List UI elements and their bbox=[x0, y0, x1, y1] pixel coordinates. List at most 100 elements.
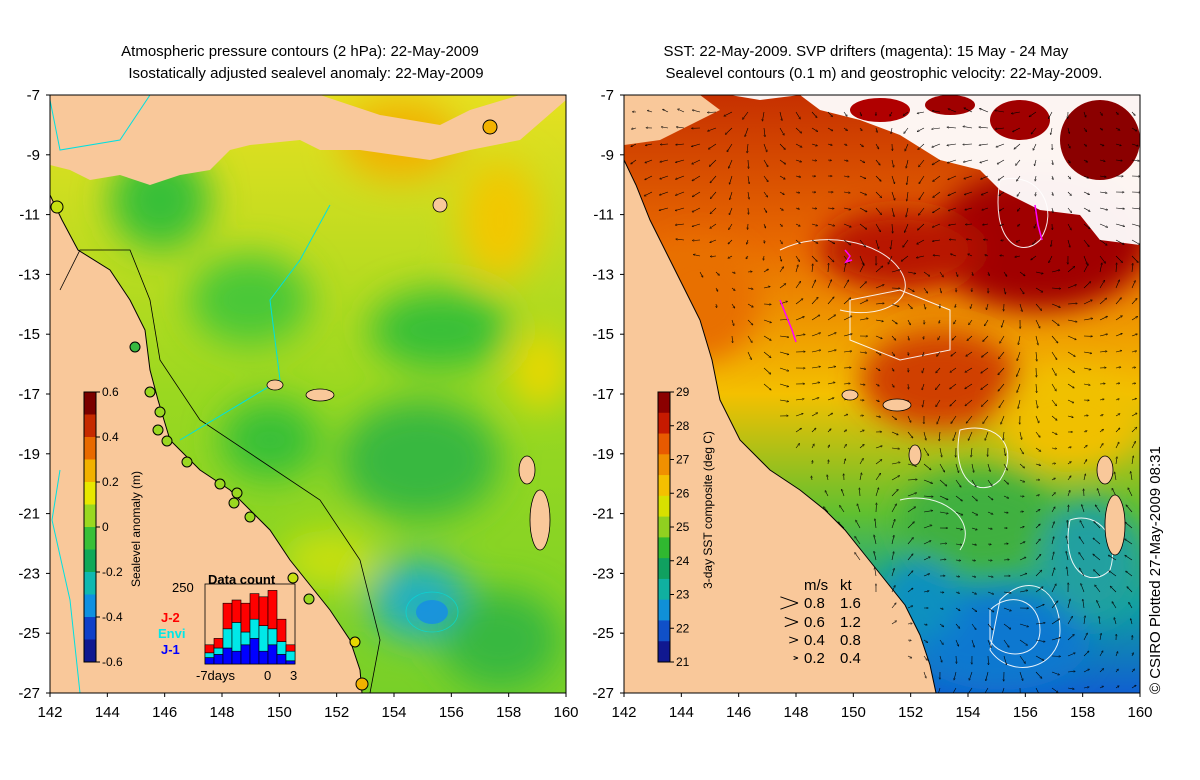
velocity-arrow bbox=[827, 333, 836, 337]
velocity-arrow bbox=[811, 382, 820, 385]
velocity-arrow bbox=[995, 128, 1005, 129]
velocity-arrow bbox=[999, 351, 1005, 359]
velocity-arrow bbox=[710, 239, 717, 242]
velocity-arrow bbox=[1131, 351, 1136, 352]
velocity-arrow bbox=[1016, 239, 1021, 242]
velocity-arrow bbox=[859, 300, 868, 305]
left-y-tick-label: -21 bbox=[18, 506, 40, 523]
velocity-arrow bbox=[984, 687, 989, 693]
velocity-arrow bbox=[998, 175, 1005, 180]
velocity-arrow bbox=[951, 254, 957, 257]
velocity-arrow bbox=[1131, 367, 1135, 368]
velocity-arrow bbox=[1131, 413, 1137, 417]
right-y-tick-label: -19 bbox=[592, 446, 614, 463]
velocity-arrow bbox=[905, 223, 909, 232]
velocity-arrow bbox=[795, 192, 800, 193]
velocity-arrow bbox=[1099, 160, 1105, 161]
velocity-arrow bbox=[891, 569, 894, 577]
velocity-arrow bbox=[891, 415, 896, 420]
speed-legend-arrow bbox=[784, 616, 799, 628]
left-y-tick-label: -13 bbox=[18, 266, 40, 283]
velocity-arrow bbox=[953, 431, 957, 440]
left-colorbar-swatch bbox=[84, 437, 96, 460]
velocity-arrow bbox=[1109, 571, 1117, 577]
velocity-arrow bbox=[1052, 191, 1053, 195]
velocity-arrow bbox=[907, 606, 913, 609]
velocity-arrow bbox=[827, 223, 834, 226]
velocity-arrow bbox=[891, 552, 894, 561]
velocity-arrow bbox=[907, 623, 912, 624]
velocity-arrow bbox=[998, 367, 1005, 375]
velocity-arrow bbox=[1083, 191, 1089, 194]
velocity-arrow bbox=[1067, 127, 1069, 133]
velocity-arrow bbox=[811, 223, 817, 226]
velocity-arrow bbox=[917, 111, 925, 113]
velocity-arrow bbox=[795, 127, 801, 133]
reef-islands bbox=[266, 197, 551, 551]
velocity-arrow bbox=[1067, 476, 1071, 481]
velocity-arrow bbox=[1051, 584, 1056, 593]
velocity-arrow bbox=[939, 463, 944, 472]
right-colorbar-swatch bbox=[658, 454, 670, 476]
left-axes: 142 144 146 148 150 152 154 156 158 160 -7 -9 -11 -13… bbox=[18, 87, 578, 721]
velocity-arrow bbox=[859, 473, 862, 481]
velocity-arrow bbox=[1083, 143, 1086, 146]
left-colorbar-swatch bbox=[84, 459, 96, 483]
velocity-arrow bbox=[811, 297, 818, 305]
velocity-arrow bbox=[1003, 655, 1006, 665]
left-colorbar-swatch bbox=[84, 639, 96, 663]
velocity-arrow bbox=[939, 447, 942, 457]
data-count-bar-envi bbox=[222, 628, 233, 649]
velocity-arrow bbox=[933, 223, 941, 227]
velocity-arrow bbox=[891, 431, 898, 435]
velocity-arrow bbox=[939, 431, 940, 441]
velocity-arrow bbox=[1115, 208, 1124, 209]
velocity-arrow bbox=[1099, 255, 1105, 263]
velocity-arrow bbox=[1094, 570, 1101, 577]
velocity-arrow bbox=[971, 463, 974, 472]
left-x-tick-label: 156 bbox=[439, 704, 464, 721]
velocity-arrow bbox=[981, 175, 989, 179]
velocity-arrow bbox=[891, 335, 896, 340]
velocity-arrow bbox=[1051, 288, 1060, 289]
velocity-arrow bbox=[923, 671, 926, 678]
velocity-arrow bbox=[955, 511, 963, 515]
velocity-arrow bbox=[919, 159, 925, 167]
speed-kt-0: 1.6 bbox=[840, 595, 861, 612]
velocity-arrow bbox=[1019, 479, 1024, 482]
velocity-arrow bbox=[731, 319, 734, 325]
velocity-arrow bbox=[709, 143, 717, 149]
velocity-arrow bbox=[1131, 472, 1133, 481]
velocity-arrow bbox=[811, 255, 817, 261]
velocity-arrow bbox=[692, 223, 701, 226]
velocity-arrow bbox=[811, 239, 818, 243]
velocity-arrow bbox=[1003, 479, 1008, 484]
velocity-arrow bbox=[938, 687, 941, 693]
right-colorbar: 29 28 27 26 25 24 23 22 21 bbox=[657, 385, 690, 669]
velocity-arrow bbox=[923, 271, 930, 276]
velocity-arrow bbox=[1019, 623, 1028, 627]
velocity-arrow bbox=[795, 255, 799, 261]
velocity-arrow bbox=[795, 265, 798, 273]
velocity-arrow bbox=[1083, 159, 1087, 162]
left-x-tick-label: 144 bbox=[95, 704, 120, 721]
velocity-arrow bbox=[1051, 463, 1055, 464]
velocity-arrow bbox=[1003, 271, 1007, 276]
velocity-arrow bbox=[1067, 207, 1072, 212]
velocity-arrow bbox=[1031, 255, 1037, 260]
velocity-arrow bbox=[998, 383, 1005, 391]
velocity-arrow bbox=[1017, 351, 1021, 360]
left-x-tick-label: 158 bbox=[496, 704, 521, 721]
velocity-arrow bbox=[954, 671, 957, 680]
velocity-arrow bbox=[660, 175, 669, 179]
velocity-arrow bbox=[1003, 512, 1008, 513]
velocity-arrow bbox=[932, 128, 941, 129]
velocity-arrow bbox=[875, 473, 880, 481]
velocity-arrow bbox=[907, 655, 912, 658]
velocity-arrow bbox=[891, 207, 894, 217]
velocity-arrow bbox=[1115, 334, 1122, 337]
velocity-arrow bbox=[1115, 351, 1122, 353]
velocity-arrow bbox=[795, 414, 803, 417]
velocity-arrow bbox=[843, 239, 851, 245]
velocity-arrow bbox=[1019, 542, 1025, 545]
